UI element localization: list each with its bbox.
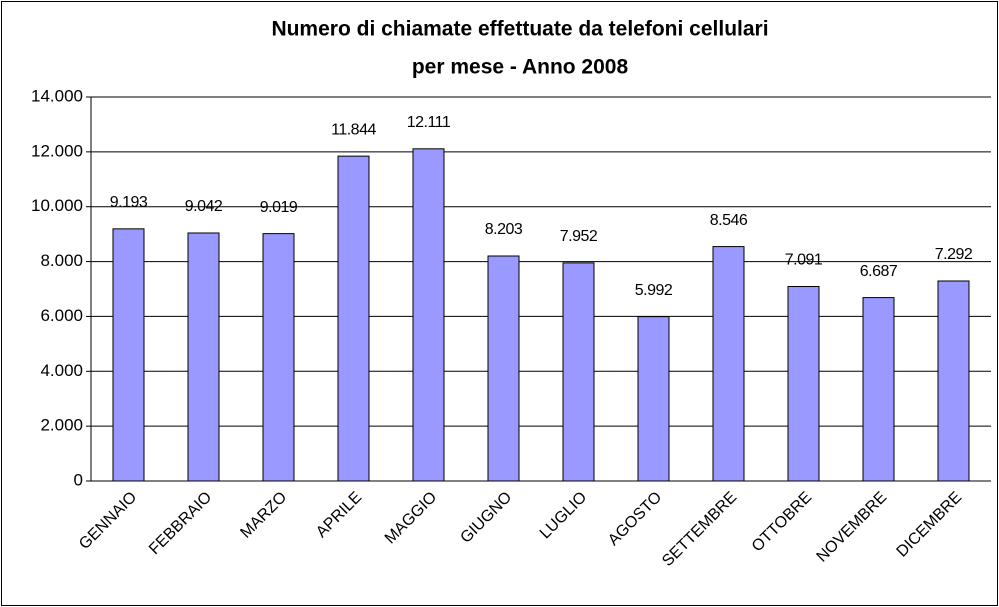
- y-tick-label: 10.000: [31, 196, 83, 215]
- bar: [637, 316, 670, 482]
- value-label: 5.992: [635, 282, 673, 299]
- y-tick-label: 6.000: [40, 306, 83, 325]
- chart-title: Numero di chiamate effettuate da telefon…: [271, 18, 768, 41]
- bar: [262, 233, 295, 482]
- bar: [112, 228, 145, 482]
- value-label: 8.203: [485, 221, 523, 238]
- bar: [712, 246, 745, 482]
- value-label: 9.042: [185, 198, 223, 215]
- y-tick-label: 0: [74, 470, 83, 489]
- bar: [787, 286, 820, 482]
- bar: [937, 280, 970, 482]
- y-tick-label: 8.000: [40, 251, 83, 270]
- y-tick-label: 2.000: [40, 416, 83, 435]
- value-label: 7.952: [560, 228, 598, 245]
- y-tick-label: 12.000: [31, 141, 83, 160]
- value-label: 7.292: [935, 246, 973, 263]
- bar: [562, 262, 595, 482]
- y-tick-label: 4.000: [40, 361, 83, 380]
- bar: [862, 297, 895, 482]
- value-label: 12.111: [407, 114, 451, 131]
- value-label: 11.844: [331, 121, 376, 138]
- value-label: 8.546: [710, 212, 748, 229]
- value-label: 9.193: [110, 194, 148, 211]
- value-label: 6.687: [860, 263, 898, 280]
- value-label: 7.091: [785, 252, 823, 269]
- value-label: 9.019: [260, 199, 298, 216]
- bar: [487, 255, 520, 482]
- chart-title: per mese - Anno 2008: [412, 56, 629, 79]
- bar: [337, 155, 370, 482]
- bar: [187, 232, 220, 482]
- bar: [412, 148, 445, 482]
- y-tick-label: 14.000: [31, 86, 83, 105]
